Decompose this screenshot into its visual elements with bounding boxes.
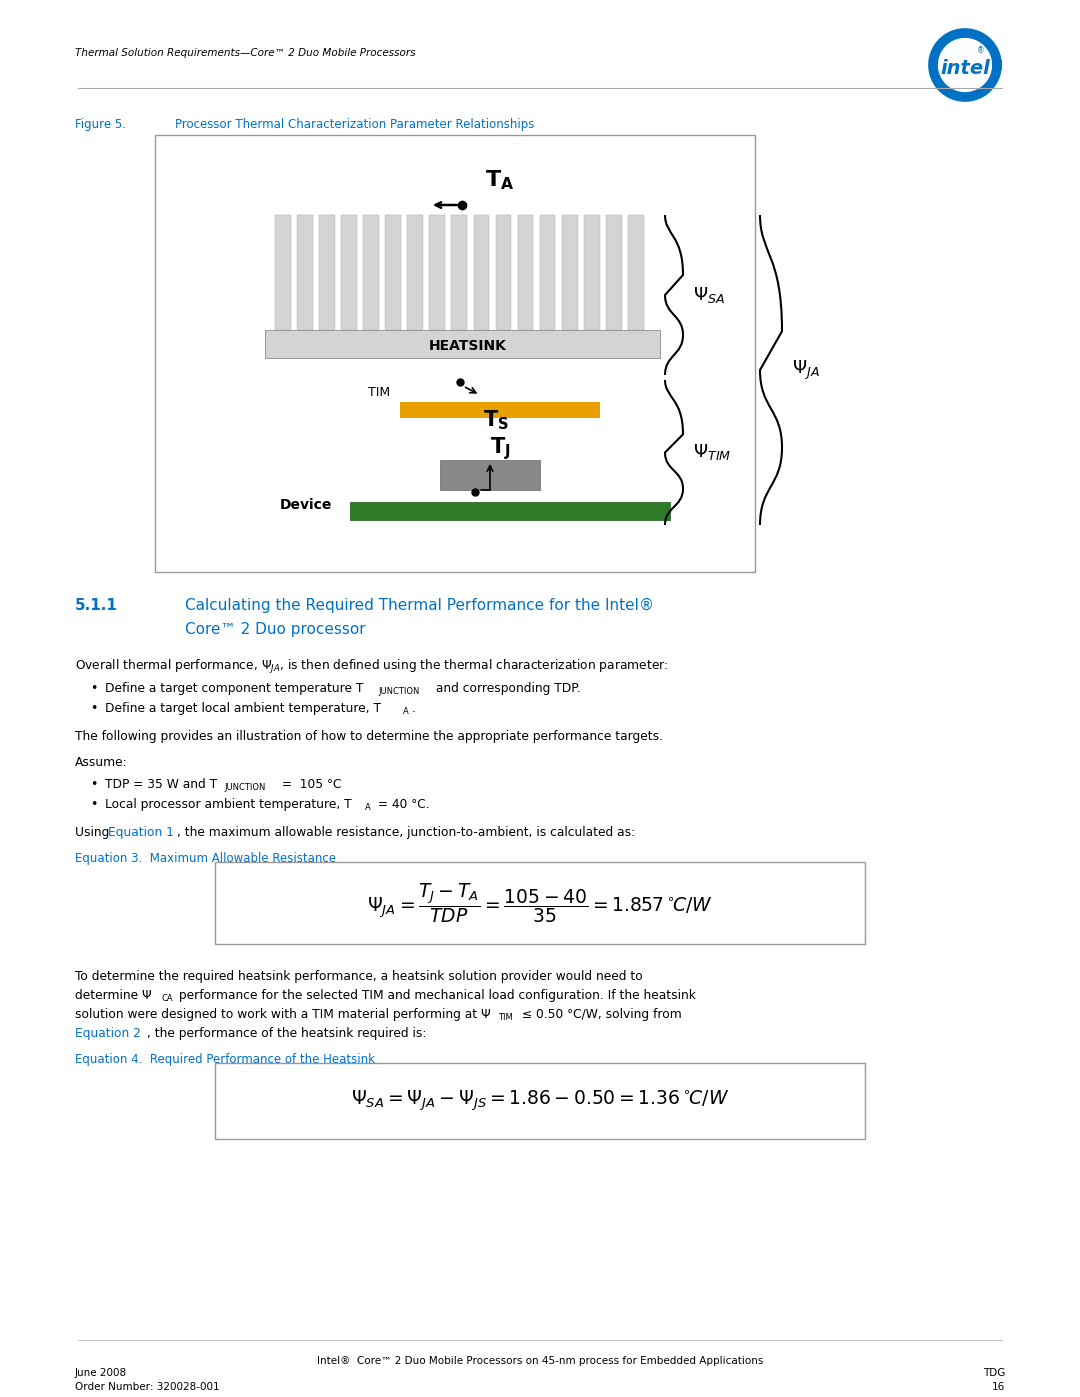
Text: To determine the required heatsink performance, a heatsink solution provider wou: To determine the required heatsink perfo… bbox=[75, 970, 643, 983]
Bar bbox=[386, 215, 401, 330]
Text: $\Psi_{JA}$: $\Psi_{JA}$ bbox=[792, 359, 820, 381]
Bar bbox=[319, 215, 335, 330]
Text: Assume:: Assume: bbox=[75, 756, 127, 768]
Bar bbox=[400, 402, 600, 418]
Text: •: • bbox=[90, 798, 97, 812]
Text: , the maximum allowable resistance, junction-to-ambient, is calculated as:: , the maximum allowable resistance, junc… bbox=[177, 826, 635, 840]
Bar bbox=[350, 502, 670, 520]
Text: $\mathbf{T_S}$: $\mathbf{T_S}$ bbox=[483, 408, 509, 432]
Text: performance for the selected TIM and mechanical load configuration. If the heats: performance for the selected TIM and mec… bbox=[175, 989, 696, 1002]
Text: Equation 2: Equation 2 bbox=[75, 1027, 140, 1039]
Bar bbox=[265, 330, 660, 358]
Bar bbox=[473, 215, 489, 330]
Text: 5.1.1: 5.1.1 bbox=[75, 598, 118, 613]
Text: $\Psi_{TIM}$: $\Psi_{TIM}$ bbox=[693, 441, 731, 462]
Text: Thermal Solution Requirements—Core™ 2 Duo Mobile Processors: Thermal Solution Requirements—Core™ 2 Du… bbox=[75, 47, 416, 59]
Text: $\Psi_{JA}=\dfrac{T_J-T_A}{TDP}=\dfrac{105-40}{35}=1.857\,^{\circ}\!C/W$: $\Psi_{JA}=\dfrac{T_J-T_A}{TDP}=\dfrac{1… bbox=[367, 882, 713, 925]
Text: JUNCTION: JUNCTION bbox=[378, 687, 419, 696]
Text: ®: ® bbox=[977, 46, 985, 56]
Text: , the performance of the heatsink required is:: , the performance of the heatsink requir… bbox=[147, 1027, 427, 1039]
Text: Core™ 2 Duo processor: Core™ 2 Duo processor bbox=[185, 622, 366, 637]
Text: TDP = 35 W and T: TDP = 35 W and T bbox=[105, 778, 217, 791]
Bar bbox=[430, 215, 445, 330]
Text: and corresponding TDP.: and corresponding TDP. bbox=[432, 682, 581, 694]
Bar bbox=[363, 215, 379, 330]
Text: Intel®  Core™ 2 Duo Mobile Processors on 45-nm process for Embedded Applications: Intel® Core™ 2 Duo Mobile Processors on … bbox=[316, 1356, 764, 1366]
Text: Equation 1: Equation 1 bbox=[108, 826, 174, 840]
Text: Device: Device bbox=[280, 497, 333, 511]
Bar bbox=[215, 862, 865, 944]
Bar bbox=[215, 1063, 865, 1139]
Text: intel: intel bbox=[940, 59, 990, 77]
Bar bbox=[627, 215, 644, 330]
Text: .: . bbox=[411, 703, 416, 715]
Bar bbox=[451, 215, 468, 330]
Text: June 2008: June 2008 bbox=[75, 1368, 127, 1377]
Text: Figure 5.: Figure 5. bbox=[75, 117, 126, 131]
Text: determine Ψ: determine Ψ bbox=[75, 989, 152, 1002]
Text: solution were designed to work with a TIM material performing at Ψ: solution were designed to work with a TI… bbox=[75, 1009, 490, 1021]
Text: JUNCTION: JUNCTION bbox=[224, 782, 266, 792]
Text: $\Psi_{SA}$: $\Psi_{SA}$ bbox=[693, 285, 725, 305]
Text: Using: Using bbox=[75, 826, 113, 840]
Text: •: • bbox=[90, 703, 97, 715]
Bar bbox=[156, 136, 755, 571]
Text: Define a target component temperature T: Define a target component temperature T bbox=[105, 682, 363, 694]
Bar bbox=[584, 215, 599, 330]
Text: ≤ 0.50 °C/W, solving from: ≤ 0.50 °C/W, solving from bbox=[518, 1009, 681, 1021]
Bar bbox=[275, 215, 291, 330]
Text: Processor Thermal Characterization Parameter Relationships: Processor Thermal Characterization Param… bbox=[175, 117, 535, 131]
Bar bbox=[562, 215, 578, 330]
Text: A: A bbox=[365, 803, 370, 812]
Bar bbox=[341, 215, 356, 330]
Text: •: • bbox=[90, 778, 97, 791]
Text: Overall thermal performance, $\Psi_{JA}$, is then defined using the thermal char: Overall thermal performance, $\Psi_{JA}$… bbox=[75, 658, 669, 676]
Text: TDG: TDG bbox=[983, 1368, 1005, 1377]
Bar bbox=[297, 215, 313, 330]
Bar bbox=[496, 215, 511, 330]
Text: HEATSINK: HEATSINK bbox=[429, 339, 507, 353]
Text: Order Number: 320028-001: Order Number: 320028-001 bbox=[75, 1382, 219, 1391]
Text: TIM: TIM bbox=[498, 1013, 513, 1023]
Bar bbox=[407, 215, 423, 330]
Bar bbox=[540, 215, 555, 330]
Text: CA: CA bbox=[161, 995, 173, 1003]
Text: Equation 3.  Maximum Allowable Resistance: Equation 3. Maximum Allowable Resistance bbox=[75, 852, 336, 865]
Text: TIM: TIM bbox=[368, 386, 390, 398]
Text: Calculating the Required Thermal Performance for the Intel®: Calculating the Required Thermal Perform… bbox=[185, 598, 654, 613]
Text: Local processor ambient temperature, T: Local processor ambient temperature, T bbox=[105, 798, 352, 812]
Text: A: A bbox=[403, 707, 408, 717]
Text: = 40 °C.: = 40 °C. bbox=[374, 798, 430, 812]
Text: $\mathbf{T_A}$: $\mathbf{T_A}$ bbox=[485, 168, 515, 191]
Text: =  105 °C: = 105 °C bbox=[278, 778, 341, 791]
Text: $\mathbf{T_J}$: $\mathbf{T_J}$ bbox=[490, 434, 511, 462]
Text: Define a target local ambient temperature, T: Define a target local ambient temperatur… bbox=[105, 703, 381, 715]
Text: 16: 16 bbox=[991, 1382, 1005, 1391]
Text: Equation 4.  Required Performance of the Heatsink: Equation 4. Required Performance of the … bbox=[75, 1053, 375, 1066]
Bar bbox=[440, 460, 540, 490]
Text: The following provides an illustration of how to determine the appropriate perfo: The following provides an illustration o… bbox=[75, 731, 663, 743]
Bar bbox=[606, 215, 622, 330]
Text: •: • bbox=[90, 682, 97, 694]
Text: $\Psi_{SA}=\Psi_{JA}-\Psi_{JS}=1.86-0.50=1.36\,^{\circ}\!C/W$: $\Psi_{SA}=\Psi_{JA}-\Psi_{JS}=1.86-0.50… bbox=[351, 1088, 729, 1113]
Bar bbox=[517, 215, 534, 330]
